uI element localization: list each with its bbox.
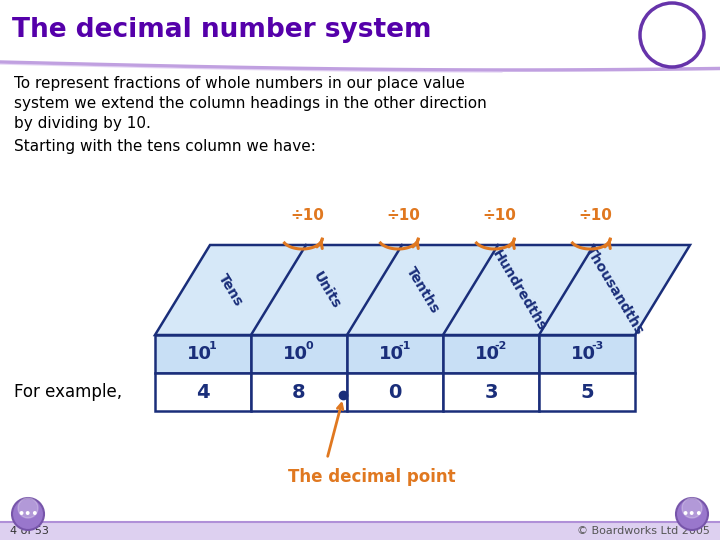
Circle shape xyxy=(12,498,44,530)
Bar xyxy=(251,373,347,411)
Text: -2: -2 xyxy=(495,341,507,351)
Text: For example,: For example, xyxy=(14,383,122,401)
Text: 10: 10 xyxy=(379,345,403,363)
Text: board: board xyxy=(648,19,684,29)
Text: -1: -1 xyxy=(399,341,411,351)
Text: Units: Units xyxy=(310,269,343,311)
Text: Tenths: Tenths xyxy=(403,264,442,316)
Text: Starting with the tens column we have:: Starting with the tens column we have: xyxy=(14,139,316,154)
Text: ÷10: ÷10 xyxy=(387,207,420,222)
Text: 4: 4 xyxy=(196,382,210,402)
Circle shape xyxy=(640,3,704,67)
Text: 10: 10 xyxy=(570,345,595,363)
Bar xyxy=(155,335,251,373)
Text: ÷10: ÷10 xyxy=(482,207,516,222)
Text: The decimal point: The decimal point xyxy=(288,468,456,486)
Text: To represent fractions of whole numbers in our place value: To represent fractions of whole numbers … xyxy=(14,76,465,91)
Text: •••: ••• xyxy=(665,43,679,51)
Text: ÷10: ÷10 xyxy=(290,207,324,222)
Text: 4 of 53: 4 of 53 xyxy=(10,526,49,536)
Text: •••: ••• xyxy=(17,509,39,519)
Text: by dividing by 10.: by dividing by 10. xyxy=(14,116,151,131)
Circle shape xyxy=(682,498,702,518)
Bar xyxy=(347,373,443,411)
Polygon shape xyxy=(155,245,690,335)
Text: © Boardworks Ltd 2005: © Boardworks Ltd 2005 xyxy=(577,526,710,536)
Bar xyxy=(155,373,251,411)
Text: 0: 0 xyxy=(305,341,312,351)
Text: 1: 1 xyxy=(209,341,217,351)
Text: 8: 8 xyxy=(292,382,306,402)
Bar xyxy=(251,335,347,373)
Text: -3: -3 xyxy=(591,341,603,351)
Text: 3: 3 xyxy=(485,382,498,402)
Text: The decimal number system: The decimal number system xyxy=(12,17,431,43)
Text: system we extend the column headings in the other direction: system we extend the column headings in … xyxy=(14,96,487,111)
Bar xyxy=(539,373,635,411)
Circle shape xyxy=(18,498,38,518)
FancyBboxPatch shape xyxy=(0,522,720,540)
Text: •••: ••• xyxy=(681,509,703,519)
Text: Thousandths: Thousandths xyxy=(582,243,647,337)
Text: 10: 10 xyxy=(186,345,212,363)
Text: works: works xyxy=(661,31,689,41)
Text: 10: 10 xyxy=(474,345,500,363)
Bar xyxy=(539,335,635,373)
FancyBboxPatch shape xyxy=(0,0,720,58)
Circle shape xyxy=(676,498,708,530)
Bar xyxy=(347,335,443,373)
Text: Hundredths: Hundredths xyxy=(489,247,548,333)
Bar xyxy=(443,335,539,373)
Bar xyxy=(443,373,539,411)
Text: Tens: Tens xyxy=(215,271,246,309)
Text: 5: 5 xyxy=(580,382,594,402)
Text: 0: 0 xyxy=(388,382,402,402)
Text: ÷10: ÷10 xyxy=(578,207,612,222)
Text: 10: 10 xyxy=(282,345,307,363)
